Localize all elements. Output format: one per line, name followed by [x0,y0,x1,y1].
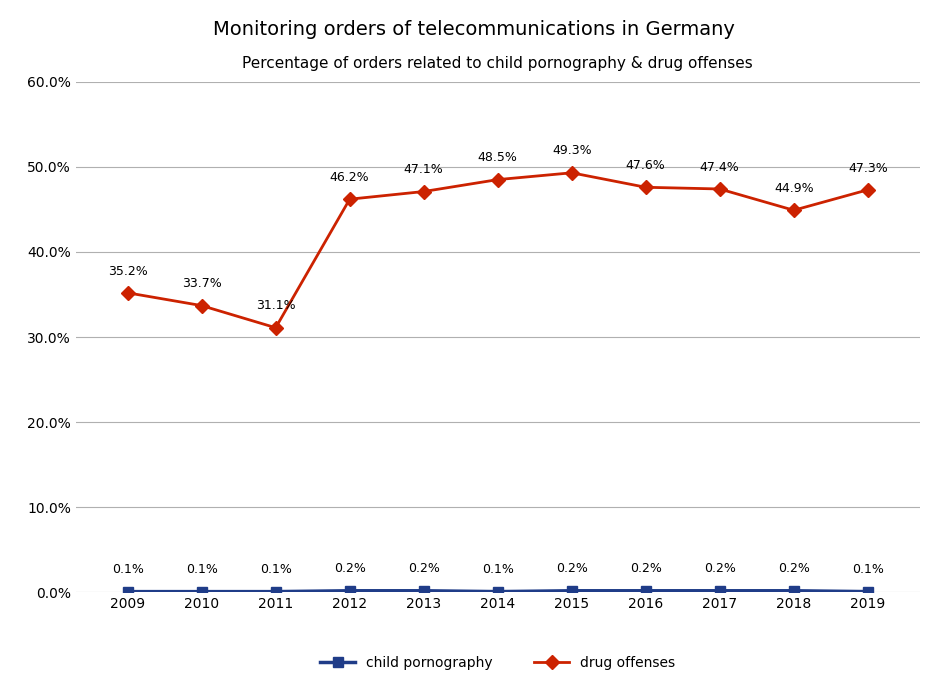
Text: 47.4%: 47.4% [700,161,739,174]
Text: 0.2%: 0.2% [629,563,662,575]
child pornography [344,586,356,595]
Text: 0.1%: 0.1% [482,563,514,576]
Text: 0.2%: 0.2% [777,563,810,575]
Text: 33.7%: 33.7% [182,277,222,290]
Text: 0.1%: 0.1% [112,563,143,576]
Text: 31.1%: 31.1% [256,300,296,313]
Text: 47.6%: 47.6% [626,159,665,172]
child pornography [196,588,208,596]
child pornography [640,586,651,595]
Text: 46.2%: 46.2% [330,171,370,184]
child pornography [862,588,873,596]
Text: 0.1%: 0.1% [852,563,884,576]
drug offenses [788,206,799,215]
Text: 0.2%: 0.2% [556,563,588,575]
child pornography [714,586,725,595]
Title: Percentage of orders related to child pornography & drug offenses: Percentage of orders related to child po… [243,56,753,71]
Text: 44.9%: 44.9% [774,182,813,195]
drug offenses [122,289,134,297]
drug offenses [270,323,282,332]
drug offenses [196,302,208,310]
Text: 0.2%: 0.2% [334,563,366,575]
drug offenses [344,195,356,203]
drug offenses [640,183,651,191]
Line: drug offenses: drug offenses [123,168,872,332]
Text: 0.2%: 0.2% [408,563,440,575]
Legend: child pornography, drug offenses: child pornography, drug offenses [315,650,681,676]
Text: 47.3%: 47.3% [848,161,887,174]
Text: 48.5%: 48.5% [478,151,518,164]
child pornography [492,588,503,596]
child pornography [566,586,577,595]
Text: 0.1%: 0.1% [260,563,292,576]
Text: Monitoring orders of telecommunications in Germany: Monitoring orders of telecommunications … [213,20,735,39]
Text: 35.2%: 35.2% [108,264,148,278]
child pornography [788,586,799,595]
child pornography [270,588,282,596]
child pornography [122,588,134,596]
drug offenses [492,176,503,184]
Text: 47.1%: 47.1% [404,163,444,176]
drug offenses [418,187,429,195]
child pornography [418,586,429,595]
Text: 0.1%: 0.1% [186,563,218,576]
Text: 0.2%: 0.2% [703,563,736,575]
drug offenses [714,185,725,193]
drug offenses [862,186,873,194]
Text: 49.3%: 49.3% [552,144,592,157]
drug offenses [566,169,577,177]
Line: child pornography: child pornography [123,586,872,597]
